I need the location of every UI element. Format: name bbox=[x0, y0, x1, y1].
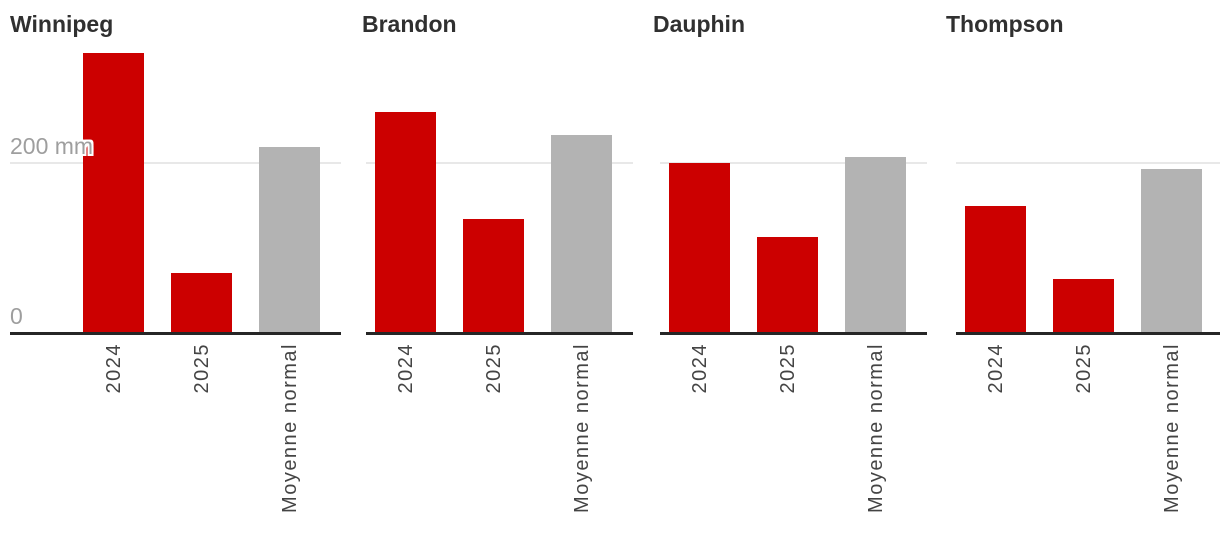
bar-2024 bbox=[83, 53, 144, 332]
gridline-200mm bbox=[956, 162, 1220, 164]
x-tick-label: Moyenne normal bbox=[1160, 343, 1183, 513]
x-axis-line bbox=[10, 332, 341, 335]
y-tick-label: 0 bbox=[10, 303, 23, 329]
x-tick-label: Moyenne normal bbox=[278, 343, 301, 513]
x-tick-label: 2024 bbox=[102, 343, 125, 394]
gridline-200mm bbox=[660, 162, 927, 164]
panel-title: Brandon bbox=[362, 11, 457, 37]
bar-moyenne-normal bbox=[259, 147, 320, 332]
x-tick-label: 2025 bbox=[482, 343, 505, 394]
gridline-200mm bbox=[10, 162, 341, 164]
x-axis-line bbox=[660, 332, 927, 335]
panel-title: Thompson bbox=[946, 11, 1064, 37]
x-tick-label: Moyenne normal bbox=[864, 343, 887, 513]
bar-2025 bbox=[463, 219, 524, 332]
x-tick-label: Moyenne normal bbox=[570, 343, 593, 513]
x-axis-line bbox=[366, 332, 633, 335]
bar-2025 bbox=[1053, 279, 1114, 332]
bar-2025 bbox=[171, 273, 232, 332]
panel-title: Dauphin bbox=[653, 11, 745, 37]
bar-moyenne-normal bbox=[845, 157, 906, 332]
bar-moyenne-normal bbox=[551, 135, 612, 332]
y-tick-label: 200 mm bbox=[10, 133, 94, 159]
bar-2024 bbox=[965, 206, 1026, 332]
gridline-200mm bbox=[366, 162, 633, 164]
x-tick-label: 2025 bbox=[776, 343, 799, 394]
x-tick-label: 2025 bbox=[1072, 343, 1095, 394]
bar-2024 bbox=[375, 112, 436, 332]
x-tick-label: 2024 bbox=[688, 343, 711, 394]
bar-2024 bbox=[669, 163, 730, 332]
x-tick-label: 2024 bbox=[394, 343, 417, 394]
bar-moyenne-normal bbox=[1141, 169, 1202, 332]
x-tick-label: 2024 bbox=[984, 343, 1007, 394]
panel-title: Winnipeg bbox=[10, 11, 114, 37]
x-tick-label: 2025 bbox=[190, 343, 213, 394]
bar-2025 bbox=[757, 237, 818, 332]
x-axis-line bbox=[956, 332, 1220, 335]
